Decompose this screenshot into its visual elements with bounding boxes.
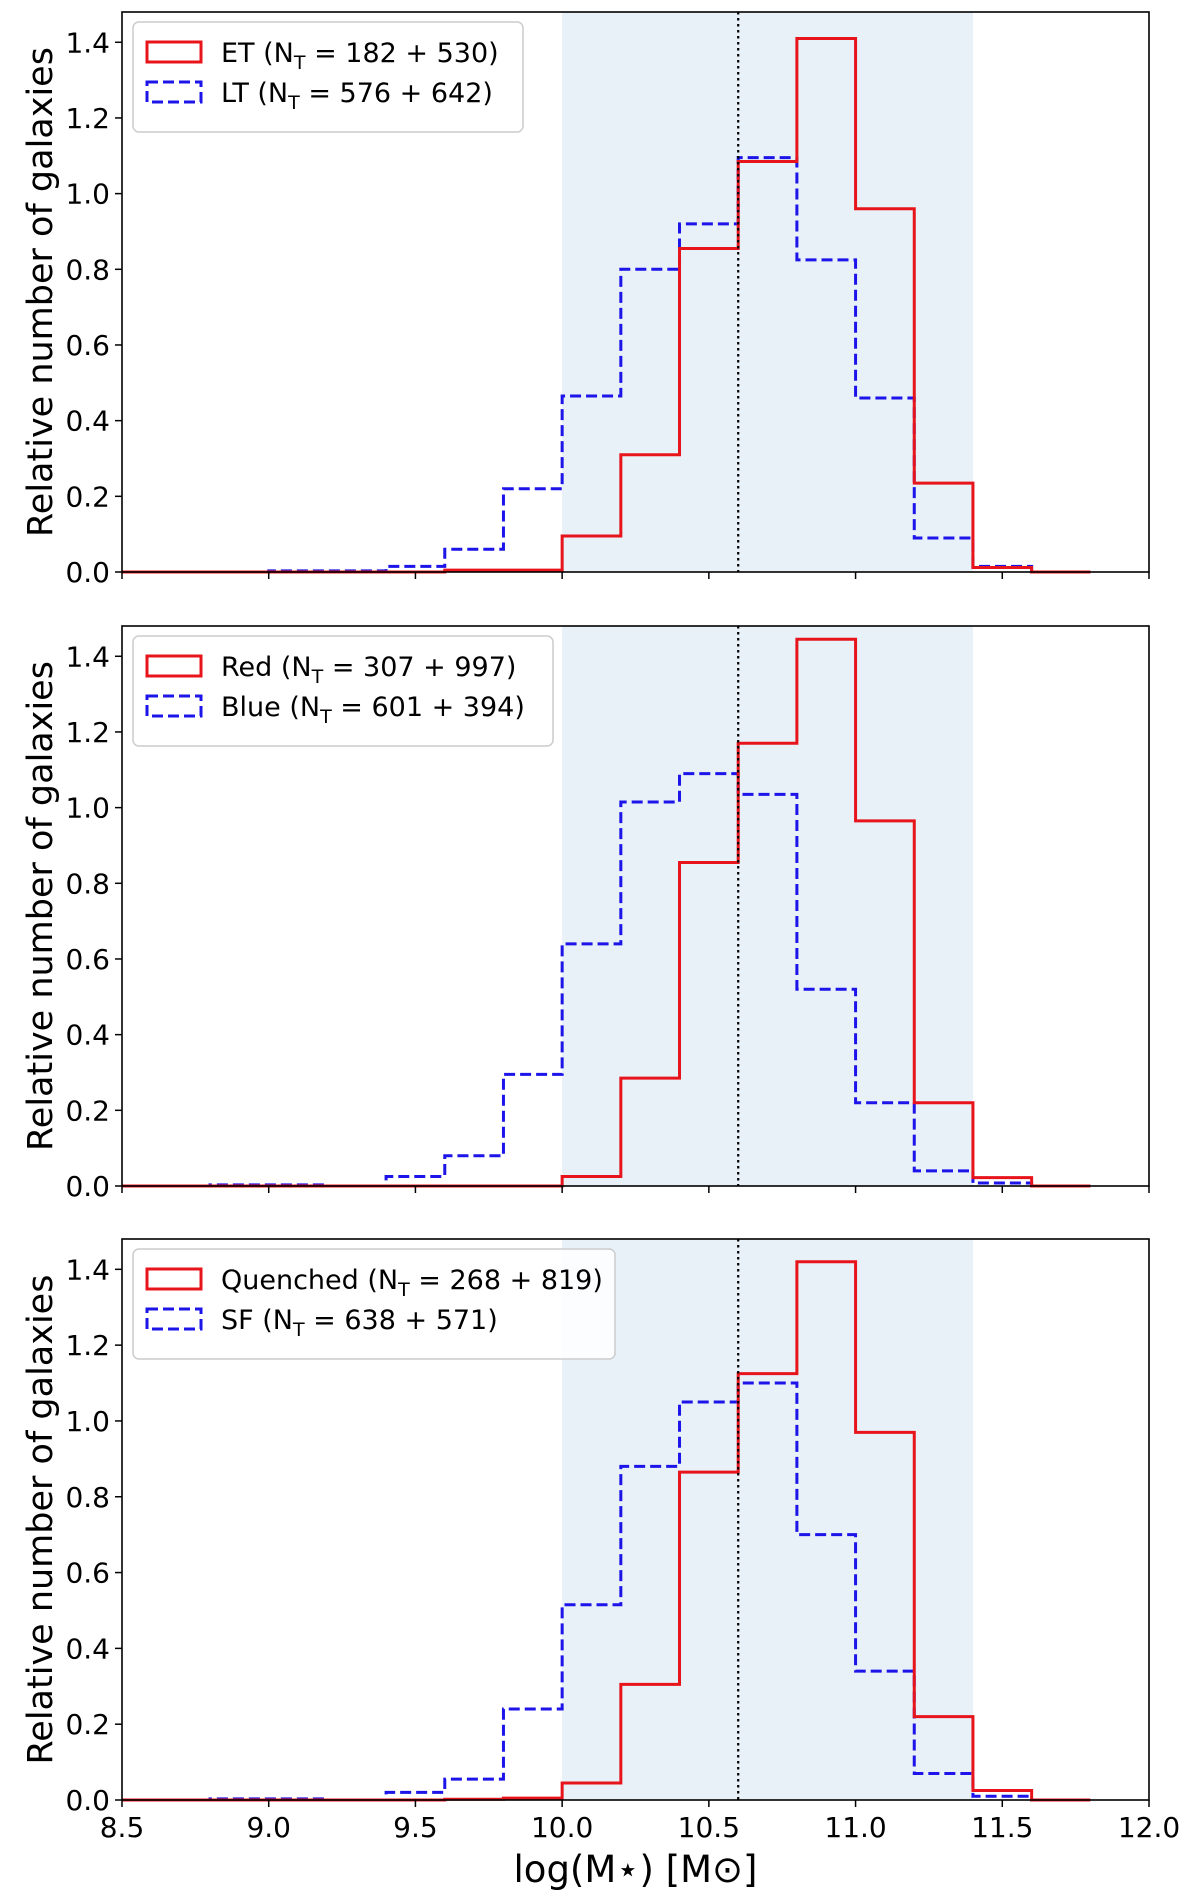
- y-axis-label: Relative number of galaxies: [21, 1275, 61, 1765]
- legend-swatch-blue: [145, 694, 203, 718]
- series-lt-line: [122, 156, 1091, 574]
- axes-frame: [121, 1238, 1150, 1801]
- y-tick-label: 0.0: [65, 556, 110, 589]
- x-tick-label: 9.0: [246, 1811, 291, 1844]
- legend-box: [132, 635, 554, 747]
- x-tick-label: 10.0: [531, 1811, 593, 1844]
- legend-swatch-quenched: [145, 1267, 203, 1291]
- y-tick-label: 1.0: [65, 178, 110, 211]
- shaded-region: [562, 12, 973, 572]
- y-tick-label: 0.6: [65, 329, 110, 362]
- y-tick-label: 0.2: [65, 1094, 110, 1127]
- axes-frame: [121, 625, 1150, 1187]
- y-tick-label: 0.2: [65, 1708, 110, 1741]
- shaded-region: [562, 1239, 973, 1800]
- y-tick-label: 1.2: [65, 1329, 110, 1362]
- series-sf-line: [122, 1381, 1091, 1802]
- shaded-region: [562, 626, 973, 1186]
- x-tick-label: 12.0: [1118, 1811, 1180, 1844]
- series-blue-line: [122, 772, 1091, 1188]
- y-tick-label: 1.0: [65, 792, 110, 825]
- panel-3: 0.0 0.2 0.4 0.6 0.8 1.0 1.2 1.4 8.5 9.0 9.5 10.0 10.…: [21, 1238, 1180, 1891]
- y-tick-label: 0.8: [65, 253, 110, 286]
- y-tick-label: 0.6: [65, 943, 110, 976]
- legend-label-sf: SF (NT = 638 + 571): [221, 1305, 498, 1341]
- y-tick-label: 0.0: [65, 1170, 110, 1203]
- y-tick-label: 1.4: [65, 1253, 110, 1286]
- legend: ET (NT = 182 + 530) LT (NT = 576 + 642): [132, 21, 524, 133]
- y-tick-label: 0.4: [65, 405, 110, 438]
- x-tick-label: 9.5: [393, 1811, 438, 1844]
- y-tick-label: 0.0: [65, 1784, 110, 1817]
- legend-box: [132, 21, 524, 133]
- x-tick-label: 8.5: [100, 1811, 145, 1844]
- y-tick-label: 0.8: [65, 867, 110, 900]
- axes-frame: [121, 11, 1150, 573]
- legend-label-lt: LT (NT = 576 + 642): [221, 78, 493, 114]
- legend-label-quenched: Quenched (NT = 268 + 819): [221, 1265, 603, 1301]
- legend: Quenched (NT = 268 + 819) SF (NT = 638 + …: [132, 1248, 616, 1360]
- x-axis-label: log(M⋆) [M⊙]: [514, 1848, 758, 1891]
- x-tick-label: 11.5: [971, 1811, 1033, 1844]
- y-tick-label: 1.4: [65, 26, 110, 59]
- y-tick-label: 0.4: [65, 1632, 110, 1665]
- legend-label-et: ET (NT = 182 + 530): [221, 38, 499, 74]
- legend-box: [132, 1248, 616, 1360]
- x-tick-label: 10.5: [678, 1811, 740, 1844]
- y-tick-label: 1.4: [65, 640, 110, 673]
- legend: Red (NT = 307 + 997) Blue (NT = 601 + 394…: [132, 635, 554, 747]
- y-axis-label: Relative number of galaxies: [21, 47, 61, 537]
- y-tick-label: 1.2: [65, 716, 110, 749]
- y-tick-label: 0.8: [65, 1481, 110, 1514]
- y-tick-label: 0.6: [65, 1557, 110, 1590]
- y-tick-label: 0.2: [65, 480, 110, 513]
- y-axis-label: Relative number of galaxies: [21, 661, 61, 1151]
- x-tick-label: 11.0: [824, 1811, 886, 1844]
- legend-label-red: Red (NT = 307 + 997): [221, 652, 516, 688]
- y-tick-label: 1.2: [65, 102, 110, 135]
- legend-swatch-sf: [145, 1307, 203, 1331]
- legend-label-blue: Blue (NT = 601 + 394): [221, 692, 525, 728]
- y-tick-label: 0.4: [65, 1019, 110, 1052]
- legend-swatch-lt: [145, 80, 203, 104]
- legend-swatch-red: [145, 654, 203, 678]
- y-tick-label: 1.0: [65, 1405, 110, 1438]
- legend-swatch-et: [145, 40, 203, 64]
